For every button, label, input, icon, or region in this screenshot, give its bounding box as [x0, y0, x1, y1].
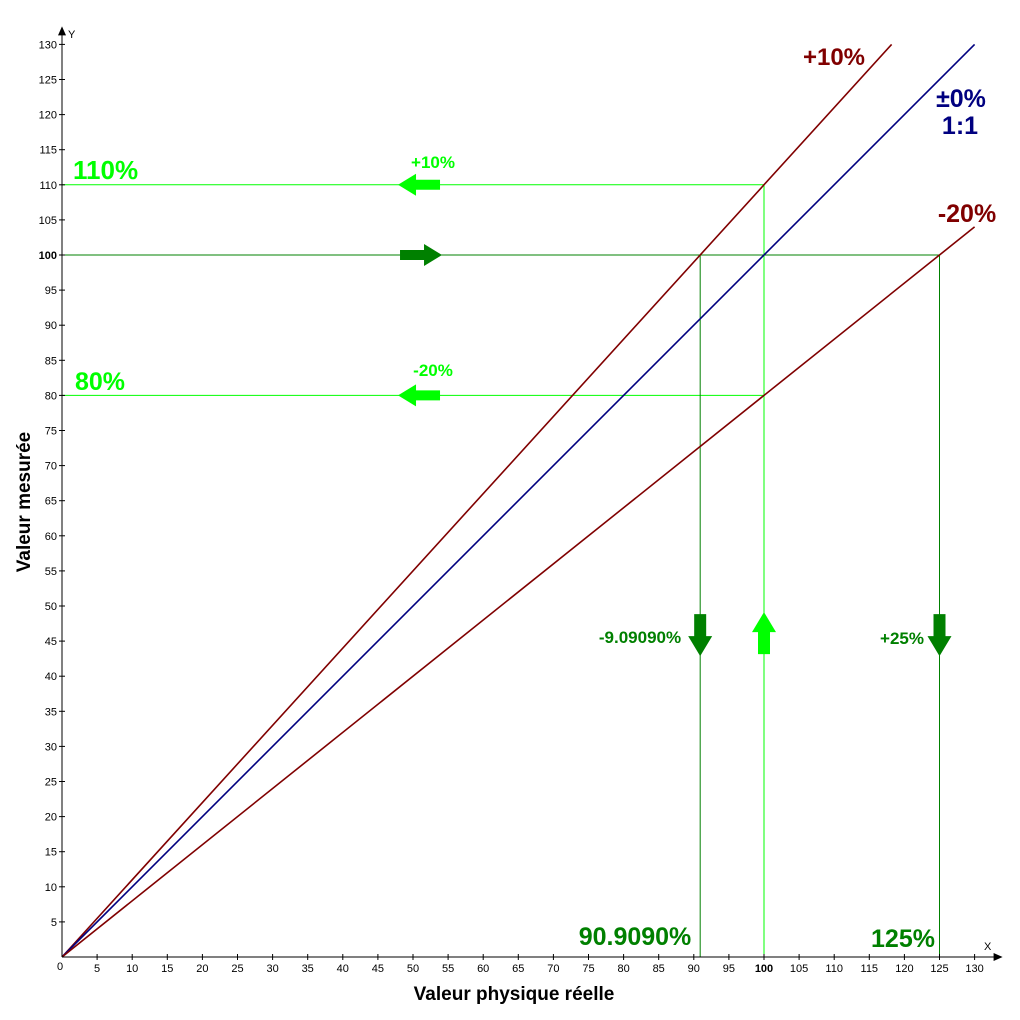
label-minus-9-percent: -9.09090% [599, 628, 681, 647]
y-tick-label: 95 [45, 285, 57, 297]
series-label-plus10: +10% [803, 44, 865, 71]
label-90909-percent: 90.9090% [579, 923, 692, 951]
series-line [61, 43, 893, 958]
series-label-minus20: -20% [938, 200, 996, 228]
x-tick-label: 95 [723, 963, 735, 975]
y-tick-label: 35 [45, 706, 57, 718]
y-tick-label: 5 [51, 917, 57, 929]
y-tick-label: 105 [39, 215, 57, 227]
y-tick-label: 20 [45, 812, 57, 824]
y-tick-label: 15 [45, 847, 57, 859]
y-tick-label: 115 [39, 145, 57, 157]
y-tick-label: 125 [39, 75, 57, 87]
x-tick-label: 5 [94, 963, 100, 975]
y-tick-label: 120 [39, 110, 57, 122]
label-arrow-plus10: +10% [411, 153, 455, 172]
x-tick-label: 90 [688, 963, 700, 975]
series-line [61, 226, 976, 958]
x-tick-label: 35 [302, 963, 314, 975]
y-tick-label: 60 [45, 531, 57, 543]
arrow-left-icon [398, 173, 441, 196]
axes-layer: 5 10 15 20 25 30 35 40 45 50 55 60 65 70 75 80 85 90 95 100… [39, 26, 1003, 975]
y-tick-label: 40 [45, 671, 57, 683]
x-tick-label: 115 [861, 963, 879, 975]
x-axis-arrowhead [993, 953, 1003, 961]
y-tick-label: 45 [45, 636, 57, 648]
x-tick-label: 15 [161, 963, 173, 975]
y-tick-label: 110 [39, 180, 57, 192]
y-tick-label: 130 [39, 39, 57, 51]
label-110-percent: 110% [73, 155, 138, 185]
y-tick-label: 70 [45, 461, 57, 473]
x-tick-label: 110 [825, 963, 843, 975]
x-tick-label: 120 [895, 963, 913, 975]
label-arrow-minus20: -20% [413, 361, 453, 380]
series-label-ratio: 1:1 [942, 112, 978, 140]
series-layer [61, 43, 976, 958]
series-line [61, 43, 976, 958]
x-tick-label: 40 [337, 963, 349, 975]
x-tick-label: 20 [196, 963, 208, 975]
label-125-percent: 125% [871, 925, 935, 953]
arrow-up-icon [752, 612, 776, 655]
x-tick-label: 65 [512, 963, 524, 975]
y-tick-label: 80 [45, 390, 57, 402]
y-axis-letter: Y [68, 29, 76, 41]
arrow-down-icon [927, 614, 952, 657]
y-tick-label: 85 [45, 355, 57, 367]
y-tick-label: 30 [45, 741, 57, 753]
x-tick-label: 55 [442, 963, 454, 975]
arrow-right-icon [400, 244, 443, 266]
y-axis-title: Valeur mesurée [14, 432, 35, 572]
x-tick-label: 25 [231, 963, 243, 975]
y-tick-label: 25 [45, 777, 57, 789]
series-label-zero: ±0% [936, 85, 986, 113]
x-tick-label: 80 [617, 963, 629, 975]
y-tick-label: 10 [45, 882, 57, 894]
x-tick-label: 75 [582, 963, 594, 975]
x-tick-label: 130 [965, 963, 983, 975]
x-tick-label: 30 [266, 963, 278, 975]
arrows-layer [398, 173, 952, 657]
arrow-down-icon [688, 614, 713, 657]
origin-label: 0 [57, 961, 63, 973]
x-tick-label: 50 [407, 963, 419, 975]
y-tick-label: 55 [45, 566, 57, 578]
x-tick-label: 125 [930, 963, 948, 975]
y-tick-label: 75 [45, 426, 57, 438]
reference-lines-layer [62, 184, 940, 957]
label-80-percent: 80% [75, 368, 125, 396]
x-tick-label: 100 [755, 963, 773, 975]
x-tick-label: 105 [790, 963, 808, 975]
x-tick-label: 45 [372, 963, 384, 975]
x-tick-label: 70 [547, 963, 559, 975]
y-axis-arrowhead [58, 26, 66, 36]
label-plus-25-percent: +25% [880, 629, 924, 648]
x-tick-label: 85 [653, 963, 665, 975]
x-axis-title: Valeur physique réelle [414, 984, 615, 1005]
x-tick-label: 10 [126, 963, 138, 975]
y-tick-label: 100 [39, 250, 57, 262]
x-tick-label: 60 [477, 963, 489, 975]
y-tick-label: 65 [45, 496, 57, 508]
x-axis-letter: X [984, 941, 992, 953]
arrow-left-icon [398, 384, 441, 407]
y-tick-label: 90 [45, 320, 57, 332]
y-tick-label: 50 [45, 601, 57, 613]
